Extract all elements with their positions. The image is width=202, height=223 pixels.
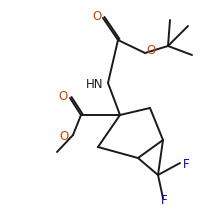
Text: HN: HN <box>85 78 102 91</box>
Text: F: F <box>182 157 189 171</box>
Text: O: O <box>58 91 68 103</box>
Text: F: F <box>160 194 166 206</box>
Text: O: O <box>145 45 155 58</box>
Text: O: O <box>59 130 69 142</box>
Text: O: O <box>92 10 101 23</box>
